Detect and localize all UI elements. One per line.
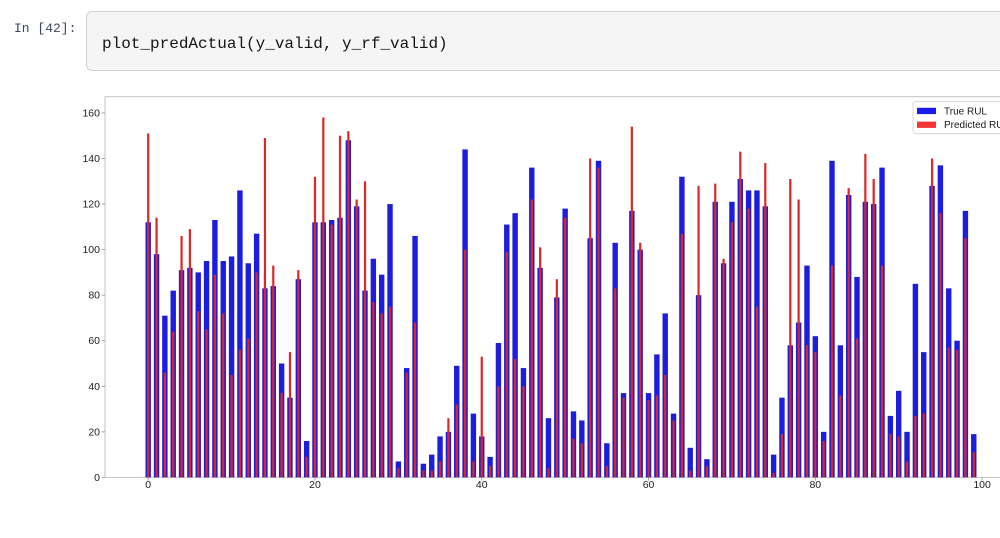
svg-text:0: 0 [94,472,100,484]
svg-text:60: 60 [88,335,100,347]
svg-text:140: 140 [82,153,100,165]
svg-text:80: 80 [88,290,100,302]
svg-text:60: 60 [643,479,655,491]
svg-text:40: 40 [88,381,100,393]
svg-text:20: 20 [88,426,100,438]
svg-text:100: 100 [973,479,991,491]
svg-text:100: 100 [82,244,100,256]
svg-text:True RUL: True RUL [944,106,987,117]
svg-text:120: 120 [82,199,100,211]
svg-text:20: 20 [309,479,321,491]
svg-text:0: 0 [145,479,151,491]
svg-text:Predicted RUL: Predicted RUL [944,120,1000,131]
svg-text:40: 40 [476,479,488,491]
svg-text:80: 80 [809,479,821,491]
svg-text:160: 160 [82,107,100,119]
